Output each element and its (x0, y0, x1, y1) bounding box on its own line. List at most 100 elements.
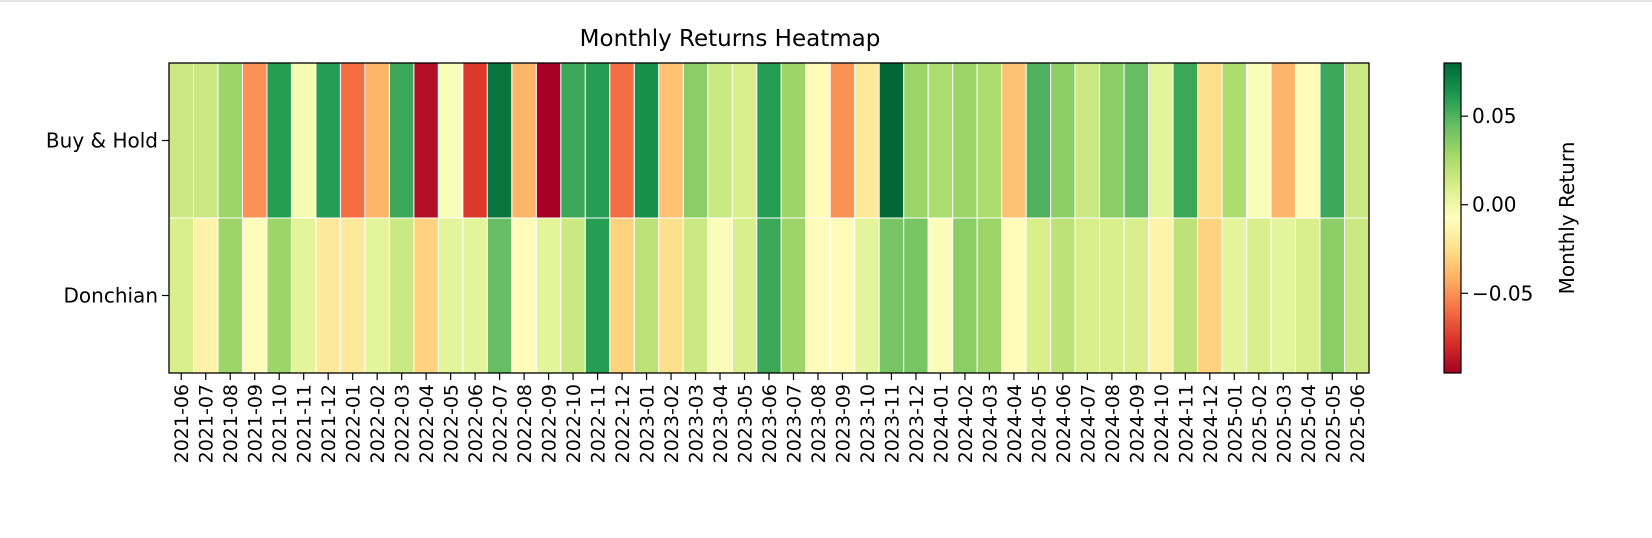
x-tick-label: 2023-08 (808, 384, 830, 463)
heatmap-cell (952, 62, 978, 219)
heatmap-cell (584, 62, 611, 219)
x-tick-label: 2023-03 (686, 384, 708, 463)
heatmap-cell (1172, 217, 1199, 374)
heatmap-cell (1270, 62, 1297, 219)
x-tick-label: 2022-09 (539, 384, 561, 463)
x-tick-label: 2021-12 (318, 384, 340, 463)
heatmap-cell (1148, 217, 1174, 374)
heatmap-cells (168, 62, 1370, 374)
x-tick-label: 2023-12 (906, 384, 928, 463)
heatmap-cell (388, 217, 415, 374)
heatmap-cell (339, 217, 366, 374)
heatmap-cell (315, 62, 341, 219)
heatmap-cell (829, 217, 856, 374)
x-tick-label: 2022-01 (343, 384, 365, 463)
x-tick-label: 2021-07 (196, 384, 218, 463)
x-tick-label: 2023-07 (783, 384, 805, 463)
heatmap-cell (1001, 62, 1027, 219)
x-tick-label: 2022-06 (465, 384, 487, 463)
heatmap-cell (266, 217, 292, 374)
heatmap-cell (854, 217, 880, 374)
heatmap-cell (1221, 217, 1248, 374)
heatmap-cell (976, 62, 1003, 219)
x-tick-label: 2025-01 (1224, 384, 1246, 463)
x-tick-label: 2024-02 (955, 384, 977, 463)
x-tick-label: 2025-06 (1347, 384, 1369, 463)
colorbar (1443, 62, 1462, 374)
x-tick-label: 2022-02 (367, 384, 389, 463)
heatmap-cell (609, 217, 635, 374)
heatmap-cell (780, 62, 807, 219)
heatmap-cell (168, 217, 194, 374)
heatmap-cell (1001, 217, 1027, 374)
heatmap-cell (682, 217, 709, 374)
x-tick-label: 2022-12 (612, 384, 634, 463)
heatmap-cell (560, 62, 586, 219)
x-tick-label: 2025-05 (1322, 384, 1344, 463)
heatmap-cell (364, 62, 390, 219)
x-tick-label: 2025-03 (1273, 384, 1295, 463)
x-tick-label: 2023-10 (857, 384, 879, 463)
x-tick-label: 2024-11 (1175, 384, 1197, 463)
heatmap-cell (1074, 62, 1101, 219)
heatmap-cell (388, 62, 415, 219)
x-tick-label: 2021-06 (171, 384, 193, 463)
heatmap-cell (1270, 217, 1297, 374)
heatmap-cell (1050, 217, 1076, 374)
heatmap-cell (437, 62, 464, 219)
x-tick-label: 2023-06 (759, 384, 781, 463)
heatmap-cell (609, 62, 635, 219)
heatmap-cell (1025, 217, 1052, 374)
heatmap-cell (707, 62, 733, 219)
y-tick-label: Donchian (64, 284, 158, 308)
x-tick-label: 2025-02 (1249, 384, 1271, 463)
heatmap-cell (707, 217, 733, 374)
x-tick-label: 2024-01 (930, 384, 952, 463)
heatmap-cell (290, 62, 317, 219)
heatmap-cell (1099, 217, 1125, 374)
colorbar-tick-label: −0.05 (1472, 281, 1533, 305)
heatmap-cell (1148, 62, 1174, 219)
heatmap-cell (682, 62, 709, 219)
x-tick-label: 2022-08 (514, 384, 536, 463)
heatmap-cell (290, 217, 317, 374)
heatmap-cell (437, 217, 464, 374)
x-tick-label: 2022-05 (441, 384, 463, 463)
heatmap-cell (535, 217, 562, 374)
heatmap-cell (805, 217, 831, 374)
heatmap-cell (903, 62, 929, 219)
heatmap-cell (854, 62, 880, 219)
x-tick-label: 2024-12 (1200, 384, 1222, 463)
heatmap-cell (462, 217, 488, 374)
heatmap-cell (511, 217, 537, 374)
heatmap-cell (633, 217, 660, 374)
x-tick-label: 2021-08 (220, 384, 242, 463)
heatmap-cell (658, 62, 684, 219)
heatmap-cell (731, 217, 758, 374)
heatmap-cell (192, 62, 219, 219)
heatmap-cell (658, 217, 684, 374)
heatmap-cell (927, 217, 954, 374)
heatmap-cell (168, 62, 194, 219)
heatmap-cell (1246, 217, 1272, 374)
top-border (0, 0, 1652, 2)
heatmap-cell (413, 62, 439, 219)
heatmap-cell (462, 62, 488, 219)
heatmap-cell (829, 62, 856, 219)
heatmap-cell (217, 217, 243, 374)
x-tick-label: 2024-09 (1126, 384, 1148, 463)
heatmap-cell (1246, 62, 1272, 219)
x-tick-label: 2024-03 (979, 384, 1001, 463)
x-tick-label: 2024-06 (1053, 384, 1075, 463)
heatmap-cell (927, 62, 954, 219)
heatmap-cell (560, 217, 586, 374)
x-tick-label: 2024-05 (1028, 384, 1050, 463)
heatmap-cell (266, 62, 292, 219)
heatmap-cell (1295, 62, 1321, 219)
heatmap-cell (241, 217, 268, 374)
heatmap-cell (486, 217, 513, 374)
heatmap-cell (241, 62, 268, 219)
heatmap-cell (192, 217, 219, 374)
heatmap-cell (780, 217, 807, 374)
